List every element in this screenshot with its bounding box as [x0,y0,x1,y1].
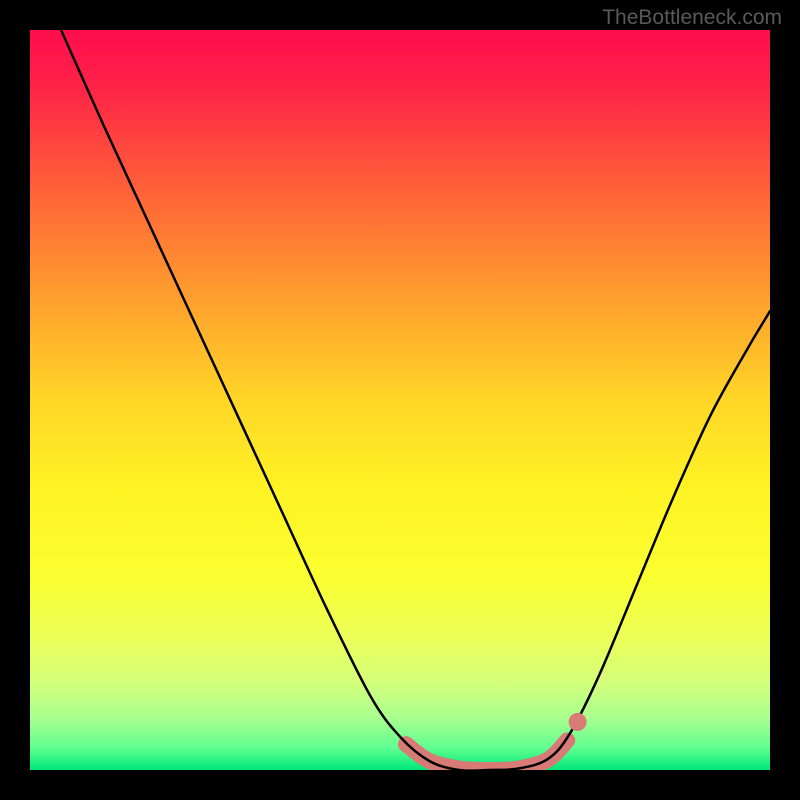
bottleneck-curve-svg [30,30,770,770]
highlight-dot [569,713,587,731]
plot-area [30,30,770,770]
bottleneck-curve [61,30,770,770]
watermark-text: TheBottleneck.com [602,6,782,30]
highlight-band [406,740,567,770]
